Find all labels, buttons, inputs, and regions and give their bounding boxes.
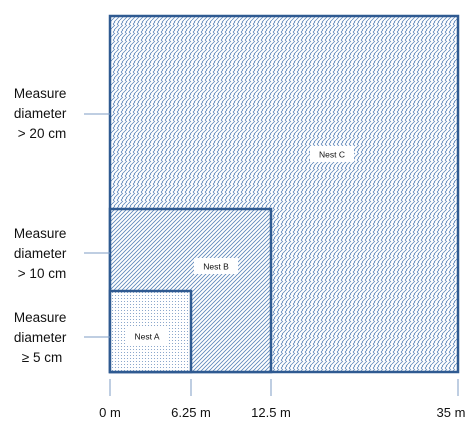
axis-label-12-5: 12.5 m	[251, 405, 291, 420]
nest-b-label: Nest B	[203, 262, 229, 272]
measure-c-line-2: diameter	[14, 106, 67, 121]
measure-b-label: Measure diameter > 10 cm	[14, 226, 70, 281]
measure-b-line-1: Measure	[14, 226, 67, 241]
measure-c-label: Measure diameter > 20 cm	[14, 86, 70, 141]
measure-b-line-3: > 10 cm	[18, 266, 66, 281]
measure-c-line-1: Measure	[14, 86, 67, 101]
measure-a-line-3: ≥ 5 cm	[22, 350, 62, 365]
nest-c-label-box	[310, 146, 354, 162]
measure-a-label: Measure diameter ≥ 5 cm	[14, 310, 70, 365]
nest-a-label-box	[126, 328, 168, 344]
measure-c-line-3: > 20 cm	[18, 126, 66, 141]
nest-a-label: Nest A	[134, 332, 159, 342]
measure-a-line-2: diameter	[14, 330, 67, 345]
nest-b-label-box	[194, 258, 238, 274]
nest-c-label: Nest C	[319, 150, 345, 160]
axis-label-6-25: 6.25 m	[171, 405, 211, 420]
measure-b-line-2: diameter	[14, 246, 67, 261]
axis-label-0: 0 m	[99, 405, 121, 420]
axis-label-35: 35 m	[437, 405, 466, 420]
measure-a-line-1: Measure	[14, 310, 67, 325]
